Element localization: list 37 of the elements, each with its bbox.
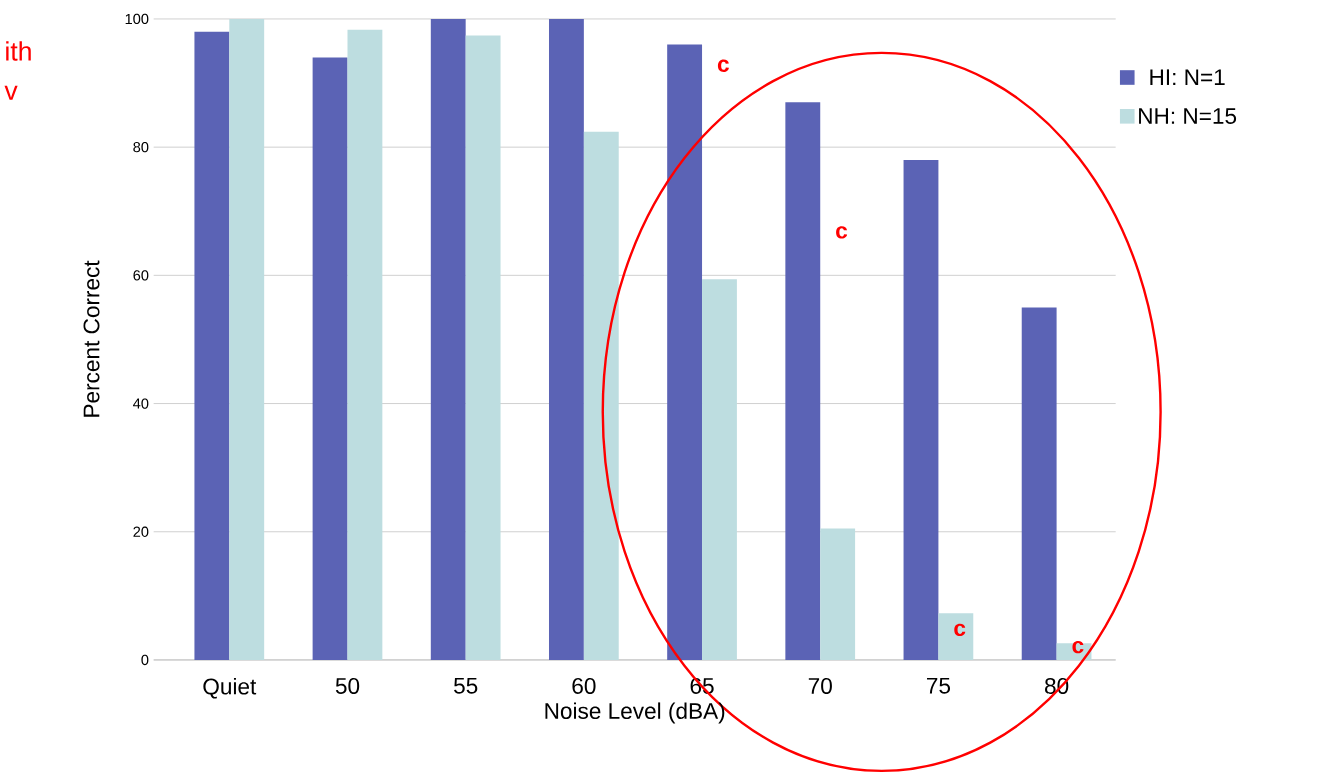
bar [903,160,939,661]
bar [667,44,703,661]
annotation: c [954,623,966,637]
bar [347,30,383,661]
bar [430,19,466,661]
y-tick-label: 0 [141,655,149,666]
bar [702,279,737,661]
bar [785,102,821,661]
bar [1021,307,1057,661]
text: ith [6,41,31,61]
y-tick-label: 60 [133,270,149,281]
y-tick-label: 40 [133,398,149,409]
x-tick-label: 75 [927,678,951,694]
legend-label: NH: N=15 [1139,108,1237,125]
text: v [4,85,18,100]
bar [938,613,974,661]
bar [583,131,619,661]
bar [312,57,348,661]
y-axis-title: Percent Correct [83,260,100,417]
annotation: c [1072,641,1084,654]
bar [229,19,265,661]
x-axis-title: Noise Level (dBA) [545,702,725,724]
y-tick-label: 20 [133,526,149,538]
legend-label: HI: N=1 [1150,69,1225,86]
x-tick-label: 60 [572,678,596,695]
annotation: c [836,226,848,239]
bar [465,35,501,661]
x-tick-label: Quiet [203,678,257,699]
y-tick-label: 100 [125,13,149,25]
annotation: c [717,59,729,73]
bar [548,19,584,661]
y-tick-label: 80 [133,142,149,153]
x-tick-label: 50 [335,678,360,695]
bar [194,31,230,661]
x-tick-label: 70 [808,678,832,695]
x-tick-label: 55 [454,678,478,694]
bar [820,528,856,661]
